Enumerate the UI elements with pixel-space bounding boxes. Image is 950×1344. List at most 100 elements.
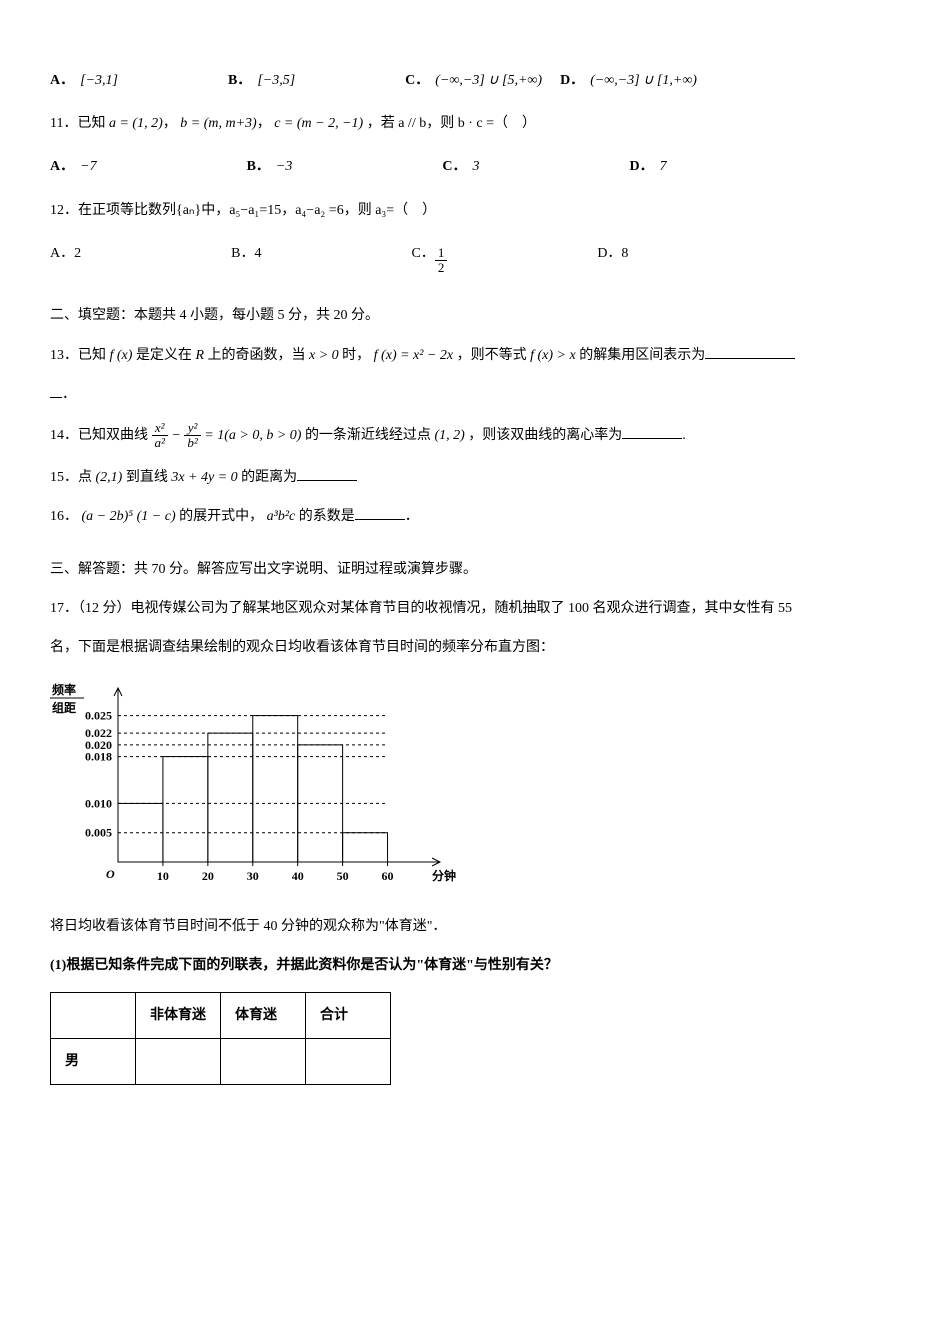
svg-text:0.005: 0.005 xyxy=(85,826,112,840)
q10-opt-a: A．[−3,1] xyxy=(50,68,118,93)
opt-label-d: D． xyxy=(560,68,584,93)
q13: 13．已知 f (x) 是定义在 R 上的奇函数，当 x > 0 时， f (x… xyxy=(50,343,900,368)
q11-a: a = (1, 2) xyxy=(109,116,163,131)
opt-label-a: A． xyxy=(50,68,74,93)
table-header-row: 非体育迷 体育迷 合计 xyxy=(51,993,391,1039)
q16-blank xyxy=(355,505,405,520)
q15-mid: 到直线 xyxy=(126,470,168,485)
q14-frac1: x² a² xyxy=(152,421,168,451)
q12-c-num: 1 xyxy=(435,246,448,261)
section-3-title: 三、解答题：共 70 分。解答应写出文字说明、证明过程或演算步骤。 xyxy=(50,557,900,582)
q13-blank2 xyxy=(50,383,62,398)
th-total: 合计 xyxy=(306,993,391,1039)
q13-cond: x > 0 xyxy=(309,348,339,363)
q11-c: c = (m − 2, −1) xyxy=(274,116,363,131)
q13-period: ． xyxy=(50,382,900,407)
q16-term: a³b²c xyxy=(267,509,296,524)
histogram: 频率组距0.0050.0100.0180.0200.0220.025102030… xyxy=(50,680,900,899)
q11-d-val: 7 xyxy=(660,154,667,179)
svg-text:20: 20 xyxy=(202,869,214,883)
q11-c2: ， xyxy=(257,116,271,131)
th-fan: 体育迷 xyxy=(221,993,306,1039)
q16-mid: 的展开式中， xyxy=(179,509,263,524)
q15-pt: (2,1) xyxy=(96,470,123,485)
q10-b-text: [−3,5] xyxy=(257,68,295,93)
svg-text:10: 10 xyxy=(157,869,169,883)
q13-pre: 13．已知 xyxy=(50,348,106,363)
q15: 15．点 (2,1) 到直线 3x + 4y = 0 的距离为 xyxy=(50,465,900,490)
q11-opt-d: D．7 xyxy=(630,154,667,179)
svg-text:分钟: 分钟 xyxy=(432,868,456,883)
q15-line: 3x + 4y = 0 xyxy=(171,470,237,485)
th-nonfan: 非体育迷 xyxy=(136,993,221,1039)
q14-blank xyxy=(622,424,682,439)
q12-stem: 12．在正项等比数列{aₙ}中，a₅−a₁=15，a₄−a₂ =6，则 a₃=（… xyxy=(50,198,900,223)
q13-mid4: ，则不等式 xyxy=(457,348,527,363)
q11-stem: 11．已知 a = (1, 2)， b = (m, m+3)， c = (m −… xyxy=(50,111,900,136)
opt-label-c: C． xyxy=(405,68,429,93)
q11-cond: ，若 a // b，则 b · c =（ ） xyxy=(367,116,536,131)
table-row: 男 xyxy=(51,1039,391,1085)
q14-num2: y² xyxy=(184,421,200,436)
q14-frac2: y² b² xyxy=(184,421,200,451)
q13-blank xyxy=(705,344,795,359)
q16-tail: 的系数是 xyxy=(299,509,355,524)
svg-text:O: O xyxy=(106,867,115,881)
q11-opt-a: A．−7 xyxy=(50,154,97,179)
td-male-nonfan xyxy=(136,1039,221,1085)
q13-fx: f (x) xyxy=(110,348,133,363)
q17-sub1: (1)根据已知条件完成下面的列联表，并据此资料你是否认为"体育迷"与性别有关？ xyxy=(50,953,900,978)
q14-mid: 的一条渐近线经过点 xyxy=(305,428,431,443)
q14-pt: (1, 2) xyxy=(434,428,464,443)
q17-postchart: 将日均收看该体育节目时间不低于 40 分钟的观众称为"体育迷"． xyxy=(50,914,900,939)
q15-blank xyxy=(297,466,357,481)
q14-pre: 14．已知双曲线 xyxy=(50,428,148,443)
q13-R: R xyxy=(195,348,204,363)
q17-line2: 名，下面是根据调查结果绘制的观众日均收看该体育节目时间的频率分布直方图： xyxy=(50,635,900,660)
q10-d-text: (−∞,−3] ∪ [1,+∞) xyxy=(590,68,697,93)
section-2-title: 二、填空题：本题共 4 小题，每小题 5 分，共 20 分。 xyxy=(50,303,900,328)
q13-mid3: 时， xyxy=(342,348,370,363)
q17-line1: 17．（12 分）电视传媒公司为了解某地区观众对某体育节目的收视情况，随机抽取了… xyxy=(50,596,900,621)
svg-text:组距: 组距 xyxy=(52,700,76,715)
q11-b: b = (m, m+3) xyxy=(180,116,256,131)
svg-text:0.025: 0.025 xyxy=(85,709,112,723)
q16-dot: ． xyxy=(405,509,419,524)
q11-pre: 11．已知 xyxy=(50,116,105,131)
svg-text:0.010: 0.010 xyxy=(85,797,112,811)
q11-a-val: −7 xyxy=(80,154,96,179)
q11-b-val: −3 xyxy=(276,154,292,179)
contingency-table: 非体育迷 体育迷 合计 男 xyxy=(50,992,391,1085)
q13-expr: f (x) = x² − 2x xyxy=(374,348,453,363)
svg-text:50: 50 xyxy=(337,869,349,883)
svg-text:0.022: 0.022 xyxy=(85,727,112,741)
histogram-svg: 频率组距0.0050.0100.0180.0200.0220.025102030… xyxy=(50,680,470,890)
td-male-fan xyxy=(221,1039,306,1085)
td-male-label: 男 xyxy=(51,1039,136,1085)
q10-a-text: [−3,1] xyxy=(80,68,118,93)
td-male-total xyxy=(306,1039,391,1085)
q13-mid1: 是定义在 xyxy=(136,348,192,363)
q10-opt-d: D．(−∞,−3] ∪ [1,+∞) xyxy=(560,68,697,93)
q12-c-den: 2 xyxy=(435,261,448,275)
q12-options: A．2 B．4 C． 1 2 D．8 xyxy=(50,241,900,276)
q12-c-frac: 1 2 xyxy=(435,246,448,276)
q12-opt-c: C． 1 2 xyxy=(411,241,447,276)
q13-dot: ． xyxy=(62,387,76,402)
q10-opt-c: C．(−∞,−3] ∪ [5,+∞) xyxy=(405,68,542,93)
q16-expr: (a − 2b)⁵ (1 − c) xyxy=(82,509,176,524)
q10-options: A．[−3,1] B．[−3,5] C．(−∞,−3] ∪ [5,+∞) D．(… xyxy=(50,68,900,93)
q15-pre: 15．点 xyxy=(50,470,92,485)
q14-minus: − xyxy=(171,428,180,443)
q11-opt-b: B．−3 xyxy=(247,154,293,179)
q14-tail: ，则该双曲线的离心率为 xyxy=(468,428,622,443)
q14-den1: a² xyxy=(152,436,168,450)
q10-opt-b: B．[−3,5] xyxy=(228,68,295,93)
svg-text:频率: 频率 xyxy=(52,682,76,697)
q16: 16． (a − 2b)⁵ (1 − c) 的展开式中， a³b²c 的系数是． xyxy=(50,504,900,529)
q14-dot: . xyxy=(682,428,686,443)
th-blank xyxy=(51,993,136,1039)
q11-opt-c: C．3 xyxy=(442,154,479,179)
q14: 14．已知双曲线 x² a² − y² b² = 1(a > 0, b > 0)… xyxy=(50,421,900,451)
q11-c1: ， xyxy=(163,116,177,131)
